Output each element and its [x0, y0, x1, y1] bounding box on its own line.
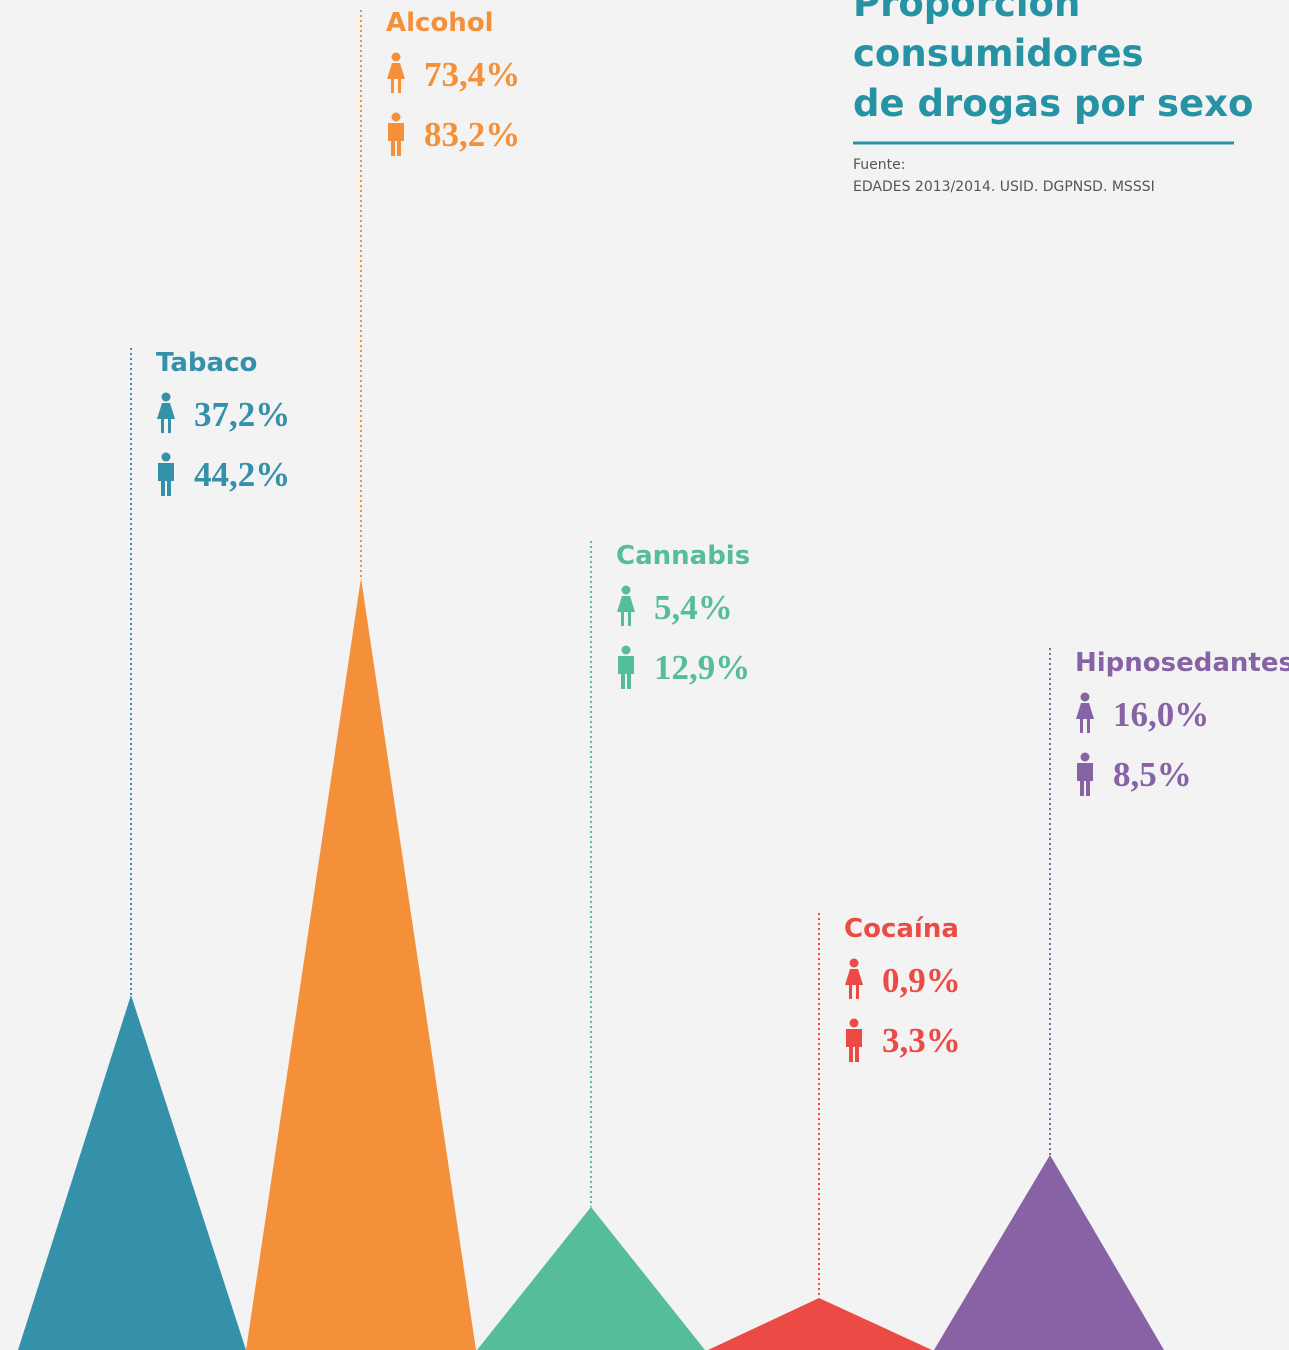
icon-body	[387, 63, 405, 93]
male-icon	[846, 1018, 862, 1062]
triangle	[477, 1207, 705, 1350]
female-icon	[845, 958, 863, 999]
icon-head	[391, 52, 401, 62]
female-value: 16,0%	[1113, 695, 1209, 734]
icon-head	[1080, 692, 1090, 702]
title-line: consumidores	[853, 32, 1144, 75]
icon-head	[391, 112, 401, 122]
icon-body	[618, 656, 634, 689]
icon-head	[161, 392, 171, 402]
icon-head	[621, 585, 631, 595]
icon-body	[388, 123, 404, 156]
icon-head	[849, 1018, 859, 1028]
triangle	[708, 1298, 932, 1350]
male-icon	[158, 452, 174, 496]
male-icon	[618, 645, 634, 689]
male-value: 12,9%	[654, 648, 750, 687]
male-value: 8,5%	[1113, 755, 1192, 794]
icon-body	[1076, 703, 1094, 733]
female-icon	[157, 392, 175, 433]
icon-head	[849, 958, 859, 968]
male-value: 3,3%	[882, 1021, 961, 1060]
drug-label: Alcohol	[386, 8, 494, 38]
icon-body	[158, 463, 174, 496]
icon-body	[157, 403, 175, 433]
triangle	[18, 995, 246, 1350]
drug-label: Hipnosedantes	[1075, 648, 1289, 678]
source-text: EDADES 2013/2014. USID. DGPNSD. MSSSI	[853, 179, 1155, 195]
drug-label: Cocaína	[844, 914, 959, 944]
male-value: 83,2%	[424, 115, 520, 154]
female-value: 0,9%	[882, 961, 961, 1000]
icon-head	[161, 452, 171, 462]
male-value: 44,2%	[194, 455, 290, 494]
drug-label: Tabaco	[156, 348, 257, 378]
triangle	[934, 1155, 1164, 1350]
source-label: Fuente:	[853, 157, 905, 173]
title-line: de drogas por sexo	[853, 82, 1253, 125]
female-icon	[617, 585, 635, 626]
male-icon	[388, 112, 404, 156]
title-line: Proporción	[853, 0, 1080, 25]
icon-head	[1080, 752, 1090, 762]
icon-body	[617, 596, 635, 626]
icon-body	[1077, 763, 1093, 796]
icon-head	[621, 645, 631, 655]
female-value: 5,4%	[654, 588, 733, 627]
female-icon	[387, 52, 405, 93]
female-icon	[1076, 692, 1094, 733]
female-value: 73,4%	[424, 55, 520, 94]
icon-body	[845, 969, 863, 999]
male-icon	[1077, 752, 1093, 796]
female-value: 37,2%	[194, 395, 290, 434]
triangle	[246, 578, 476, 1350]
drug-label: Cannabis	[616, 541, 750, 571]
icon-body	[846, 1029, 862, 1062]
